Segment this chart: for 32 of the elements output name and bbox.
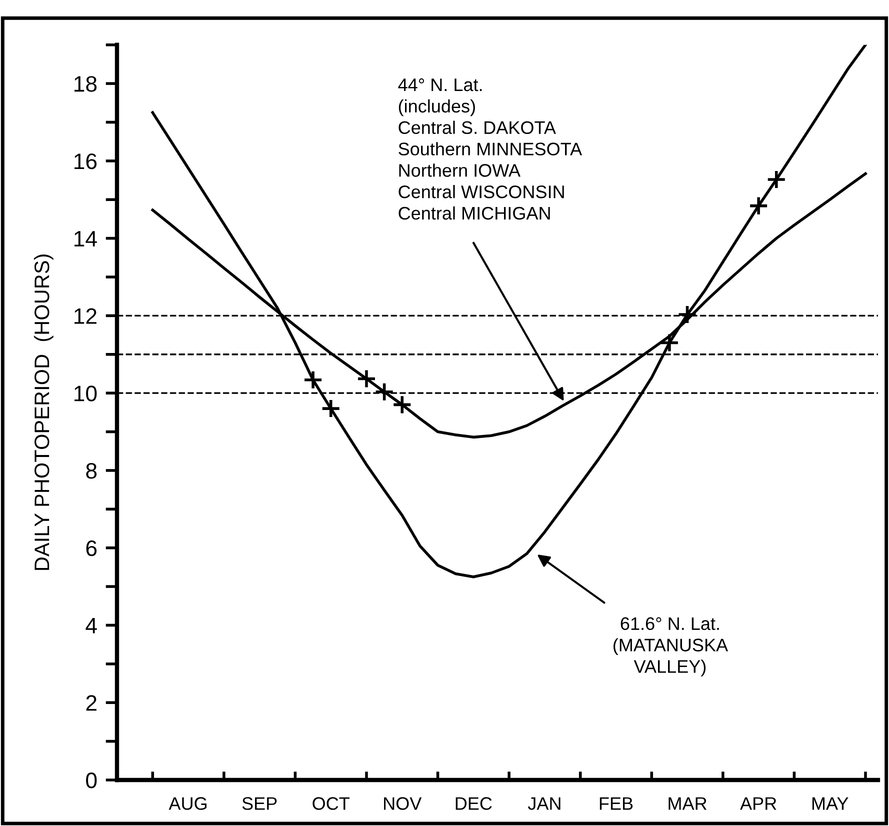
- point: [320, 398, 341, 418]
- x-tick-label: JAN: [528, 797, 560, 810]
- x-tick-label: OCT: [312, 797, 350, 810]
- point: [766, 170, 786, 190]
- y-tick-label: 8: [86, 462, 97, 479]
- point: [392, 394, 412, 415]
- x-tick-label: DEC: [456, 797, 492, 810]
- y-tick-label: 6: [86, 540, 97, 556]
- y-tick-label: 10: [74, 386, 97, 402]
- y-tick-label: 16: [74, 153, 97, 170]
- y-axis-title: DAILY PHOTOPERIOD (HOURS): [34, 254, 54, 570]
- x-tick-label: AUG: [168, 797, 206, 810]
- y-tick-label: 0: [86, 772, 97, 788]
- x-tick-label: FEB: [600, 797, 633, 810]
- annotation: 44° N. Lat. (includes) Central S. DAKOTA Southern MINNESOTA Northern IOWA Central WISCONSIN Central MICHIGAN: [398, 78, 582, 220]
- point: [677, 304, 698, 324]
- y-tick-label: 12: [74, 308, 96, 324]
- x-tick-label: NOV: [384, 797, 422, 810]
- x-tick-label: MAR: [668, 797, 707, 810]
- point: [356, 368, 376, 389]
- annotation: 61.6° N. Lat. (MATANUSKA VALLEY): [613, 617, 728, 676]
- point: [748, 196, 768, 216]
- point: [660, 332, 680, 353]
- y-tick-label: 2: [86, 695, 96, 711]
- x-tick-label: SEP: [242, 797, 277, 810]
- y-tick-label: 4: [86, 618, 97, 634]
- y-tick-label: 18: [74, 76, 97, 92]
- point: [374, 382, 394, 402]
- point: [303, 370, 323, 390]
- x-tick-label: MAY: [812, 797, 848, 810]
- x-tick-label: APR: [740, 797, 776, 810]
- y-tick-label: 14: [74, 231, 97, 246]
